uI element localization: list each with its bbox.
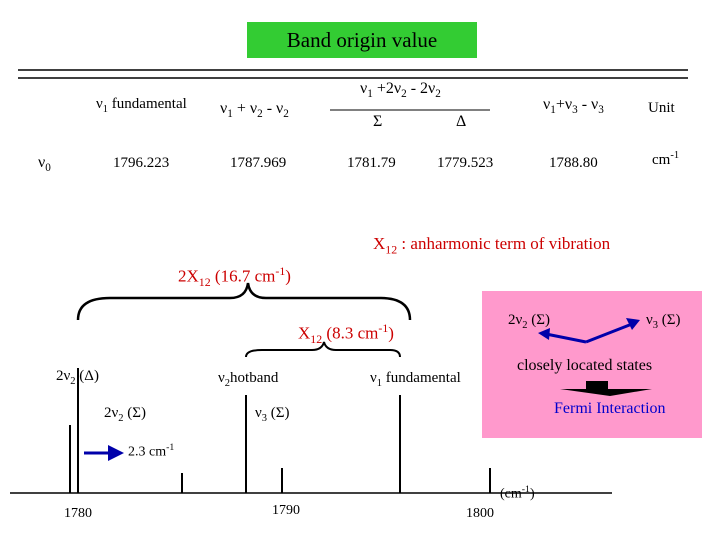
fermi-state-2nu2-sigma: 2ν2 (Σ) — [508, 312, 551, 331]
label-nu2-hotband: ν2hotband — [218, 370, 279, 389]
label-2nu2-sigma: 2ν2 (Σ) — [104, 405, 147, 424]
fermi-closely-located: closely located states — [517, 357, 653, 374]
two-x12-label: 2X12 (16.7 cm-1) — [178, 264, 291, 290]
axis-tick-1790: 1790 — [272, 503, 300, 518]
down-arrow-body — [586, 381, 608, 389]
value-unit: cm-1 — [652, 150, 680, 168]
value-sigma: 1781.79 — [347, 155, 396, 171]
fermi-arrow-head-right — [626, 318, 640, 330]
col-header-delta: Δ — [456, 113, 467, 130]
down-arrow-head — [560, 389, 652, 396]
axis-tick-1800: 1800 — [466, 506, 494, 521]
x12-definition: X12 : anharmonic term of vibration — [373, 234, 611, 257]
small-brace — [245, 341, 401, 358]
fermi-interaction-box — [482, 291, 702, 438]
label-nu3-sigma: ν3 (Σ) — [255, 405, 290, 424]
value-nu1-plus-nu2-minus-nu2: 1787.969 — [230, 155, 287, 171]
fermi-interaction-label: Fermi Interaction — [554, 400, 666, 417]
value-nu1-plus-nu3-minus-nu3: 1788.80 — [549, 155, 598, 171]
fermi-state-nu3-sigma: ν3 (Σ) — [646, 312, 681, 331]
col-header-nu1-fundamental: ν1 fundamental — [96, 96, 187, 115]
fermi-arrow-shaft-right — [585, 322, 633, 344]
axis-unit: (cm-1) — [500, 484, 535, 502]
value-nu1-fundamental: 1796.223 — [113, 155, 170, 171]
x12-label: X12 (8.3 cm-1) — [298, 321, 394, 347]
label-nu1-fundamental: ν1 fundamental — [370, 370, 461, 389]
page-title: Band origin value — [286, 27, 438, 52]
col-header-unit: Unit — [648, 100, 675, 116]
col-header-nu1-plus-nu2-minus-nu2: ν1 + ν2 - ν2 — [220, 100, 289, 121]
label-gap-2-3: 2.3 cm-1 — [128, 442, 175, 460]
axis-tick-1780: 1780 — [64, 506, 92, 521]
col-header-nu1-plus-nu3-minus-nu3: ν1+ν3 - ν3 — [543, 96, 604, 117]
title-box: Band origin value — [247, 22, 477, 58]
fermi-arrow-shaft-left — [545, 332, 587, 344]
row-label-nu0: ν0 — [38, 154, 51, 175]
fermi-arrow-head-left — [538, 328, 550, 340]
label-2nu2-delta: 2ν2 (Δ) — [56, 368, 99, 387]
col-header-sigma: Σ — [373, 113, 383, 130]
col-header-nu1-2nu2-2nu2: ν1 +2ν2 - 2ν2 — [360, 80, 441, 101]
big-brace — [76, 282, 412, 321]
gap-arrow-head — [108, 445, 124, 461]
value-delta: 1779.523 — [437, 155, 494, 171]
